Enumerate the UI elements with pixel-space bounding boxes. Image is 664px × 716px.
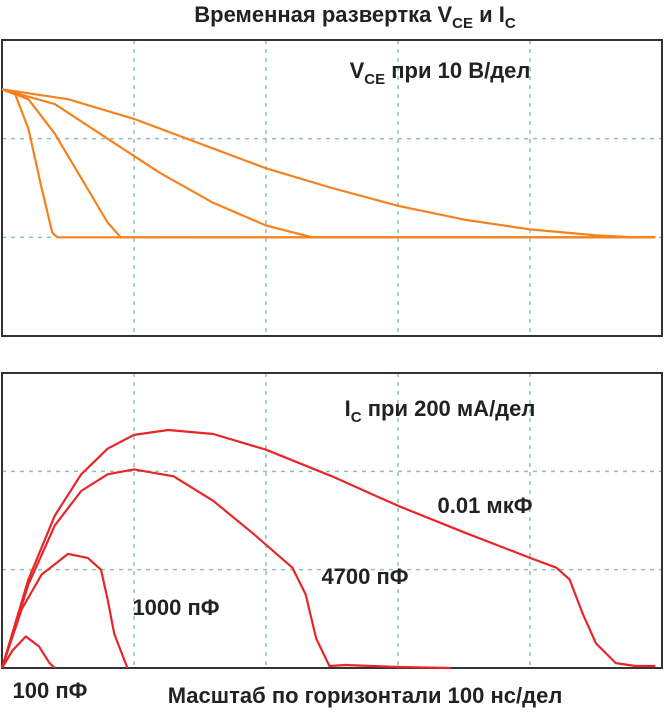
series-label: 4700 пФ [321, 564, 408, 589]
curve [0, 552, 129, 669]
title-part: Временная развертка V [194, 2, 452, 27]
curve [1, 88, 656, 239]
series-label: 100 пФ [13, 678, 88, 703]
curve [0, 428, 656, 669]
panel-frame [1, 372, 663, 669]
title-part: и I [473, 2, 505, 27]
title-sub: C [505, 15, 516, 32]
curve [1, 88, 656, 239]
label-part: V [350, 58, 365, 83]
label-part: I [345, 396, 351, 421]
curve [1, 635, 56, 669]
x-axis-label: Масштаб по горизонтали 100 нс/дел [168, 683, 563, 708]
label-sub: C [351, 409, 362, 426]
panel-label: IC при 200 мА/дел [345, 396, 536, 427]
label-part: при 200 мА/дел [362, 396, 536, 421]
curve [1, 88, 656, 239]
curve [1, 88, 656, 239]
series-label: 0.01 мкФ [438, 493, 533, 518]
figure-title: Временная развертка VCE и IC [194, 2, 516, 33]
title-sub: CE [452, 15, 473, 32]
label-sub: CE [364, 71, 385, 88]
panel-label: VCE при 10 В/дел [350, 58, 531, 89]
series-label: 1000 пФ [132, 595, 219, 620]
label-part: при 10 В/дел [385, 58, 530, 83]
curve [0, 468, 451, 670]
panel-frame [1, 39, 663, 337]
